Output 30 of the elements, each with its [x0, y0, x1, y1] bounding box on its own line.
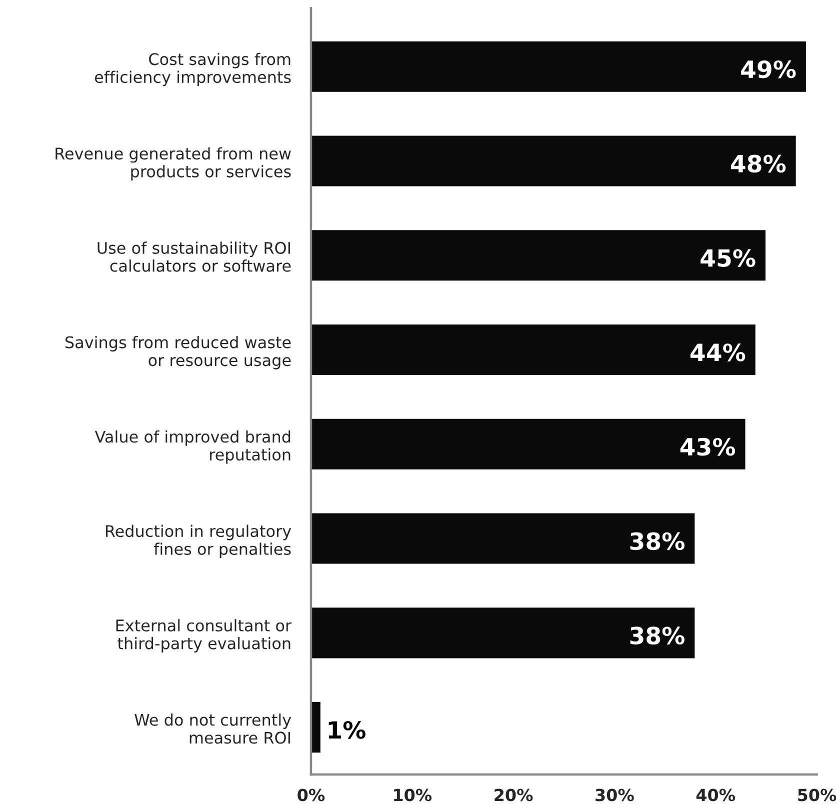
data-label: 38%	[630, 532, 685, 550]
data-label: 38%	[630, 626, 685, 644]
y-tick-label: External consultant or third-party evaluation	[116, 619, 292, 652]
y-tick-label: We do not currently measure ROI	[134, 714, 292, 744]
data-label: 44%	[690, 343, 746, 362]
data-label: 49%	[741, 60, 796, 78]
bar	[310, 323, 757, 376]
data-label: 43%	[680, 438, 736, 456]
y-tick-label: Cost savings from efficiency improvements	[94, 52, 291, 86]
x-tick-label: 40%	[696, 788, 736, 802]
data-label: 1%	[328, 721, 366, 739]
bar	[310, 228, 767, 282]
bar	[310, 606, 696, 660]
x-tick-label: 30%	[596, 788, 634, 802]
x-tick-label: 20%	[494, 788, 533, 802]
data-label: 45%	[700, 249, 756, 267]
y-tick-label: Revenue generated from new products or services	[56, 147, 291, 181]
bar	[310, 418, 747, 471]
y-tick-label: Value of improved brand reputation	[94, 430, 290, 464]
y-tick-label: Reduction in regulatory fines or penalties	[106, 524, 292, 558]
bar	[310, 512, 696, 566]
y-tick-label: Savings from reduced waste or resource usage	[66, 336, 291, 370]
x-tick-label: 50%	[798, 788, 836, 802]
x-tick-label: 0%	[298, 788, 325, 802]
y-tick-label: Use of sustainability ROI calculators or software	[98, 242, 291, 272]
bar	[310, 134, 798, 188]
bar	[310, 40, 808, 94]
bar	[310, 700, 322, 754]
x-tick-label: 10%	[394, 788, 432, 802]
data-label: 48%	[730, 154, 786, 173]
